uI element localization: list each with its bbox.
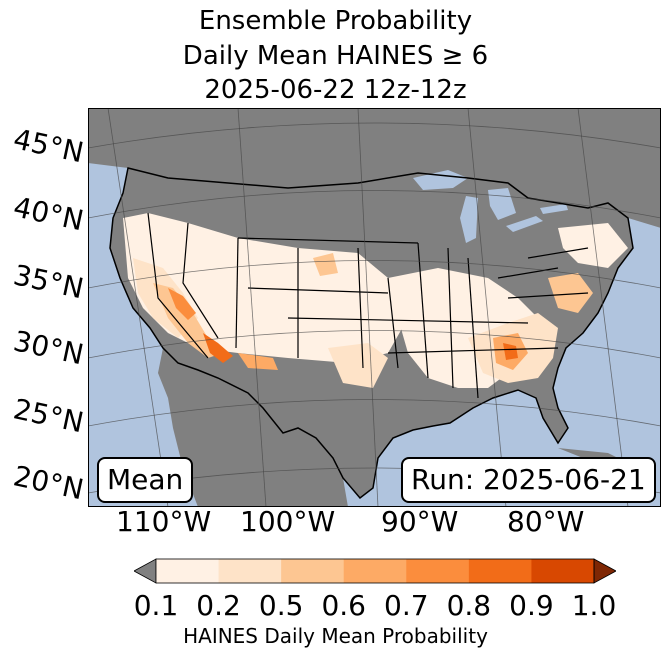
lat-label-35: 35°N xyxy=(10,258,87,306)
lon-label-80: 80°W xyxy=(507,505,585,538)
lat-label-40: 40°N xyxy=(10,190,87,238)
colorbar-tick-4: 0.7 xyxy=(384,589,429,622)
lat-label-25: 25°N xyxy=(10,392,87,440)
colorbar-outline xyxy=(155,558,595,584)
colorbar-tick-6: 0.9 xyxy=(509,589,554,622)
lon-label-100: 100°W xyxy=(240,505,336,538)
colorbar xyxy=(134,558,616,584)
colorbar-segment-2 xyxy=(281,559,345,583)
lake-ontario xyxy=(540,204,568,214)
great-lakes xyxy=(413,170,568,243)
patch-ga-dark xyxy=(503,343,518,360)
patch-sw-dark xyxy=(168,288,196,320)
patch-ne xyxy=(558,223,628,268)
title-line-1: Ensemble Probability xyxy=(198,6,473,36)
canada-land xyxy=(88,108,661,228)
colorbar-segment-3 xyxy=(343,559,407,583)
colorbar-segment-0 xyxy=(156,559,220,583)
title-line-3: 2025-06-22 12z-12z xyxy=(204,75,467,105)
colorbar-segment-1 xyxy=(218,559,282,583)
lake-michigan xyxy=(460,196,478,243)
mean-label-box: Mean xyxy=(97,457,194,503)
graticule xyxy=(88,108,661,507)
colorbar-over-arrow xyxy=(593,558,616,584)
colorbar-segment-6 xyxy=(531,559,595,583)
patch-az xyxy=(203,333,233,363)
colorbar-under-arrow xyxy=(134,558,157,584)
patch-nm xyxy=(238,353,278,370)
colorbar-tick-2: 0.5 xyxy=(258,589,304,622)
lat-label-20: 20°N xyxy=(10,459,87,507)
run-label-box: Run: 2025-06-21 xyxy=(401,457,656,503)
lake-erie xyxy=(506,216,543,232)
lake-huron xyxy=(488,188,516,220)
probability-patches xyxy=(123,213,628,388)
conus-outline xyxy=(109,167,634,500)
lake-superior xyxy=(413,170,468,190)
colorbar-tick-3: 0.6 xyxy=(321,589,366,622)
colorbar-tick-0: 0.1 xyxy=(133,589,179,622)
colorbar-segment-4 xyxy=(406,559,470,583)
patch-co xyxy=(313,253,338,276)
patch-carolinas xyxy=(548,273,593,313)
title-line-2: Daily Mean HAINES ≥ 6 xyxy=(182,41,489,71)
colorbar-segment-5 xyxy=(468,559,532,583)
lat-label-45: 45°N xyxy=(10,122,87,170)
colorbar-tick-1: 0.2 xyxy=(196,589,241,622)
colorbar-tick-7: 1.0 xyxy=(571,589,617,622)
state-borders xyxy=(147,212,589,399)
probability-map xyxy=(88,108,661,507)
colorbar-tick-5: 0.8 xyxy=(446,589,492,622)
lon-label-110: 110°W xyxy=(116,505,212,538)
map-frame xyxy=(88,108,661,507)
patch-tx xyxy=(328,343,388,388)
lat-label-30: 30°N xyxy=(10,324,87,372)
colorbar-title: HAINES Daily Mean Probability xyxy=(183,624,488,648)
lon-label-90: 90°W xyxy=(381,505,459,538)
mexico-land xyxy=(158,348,348,507)
